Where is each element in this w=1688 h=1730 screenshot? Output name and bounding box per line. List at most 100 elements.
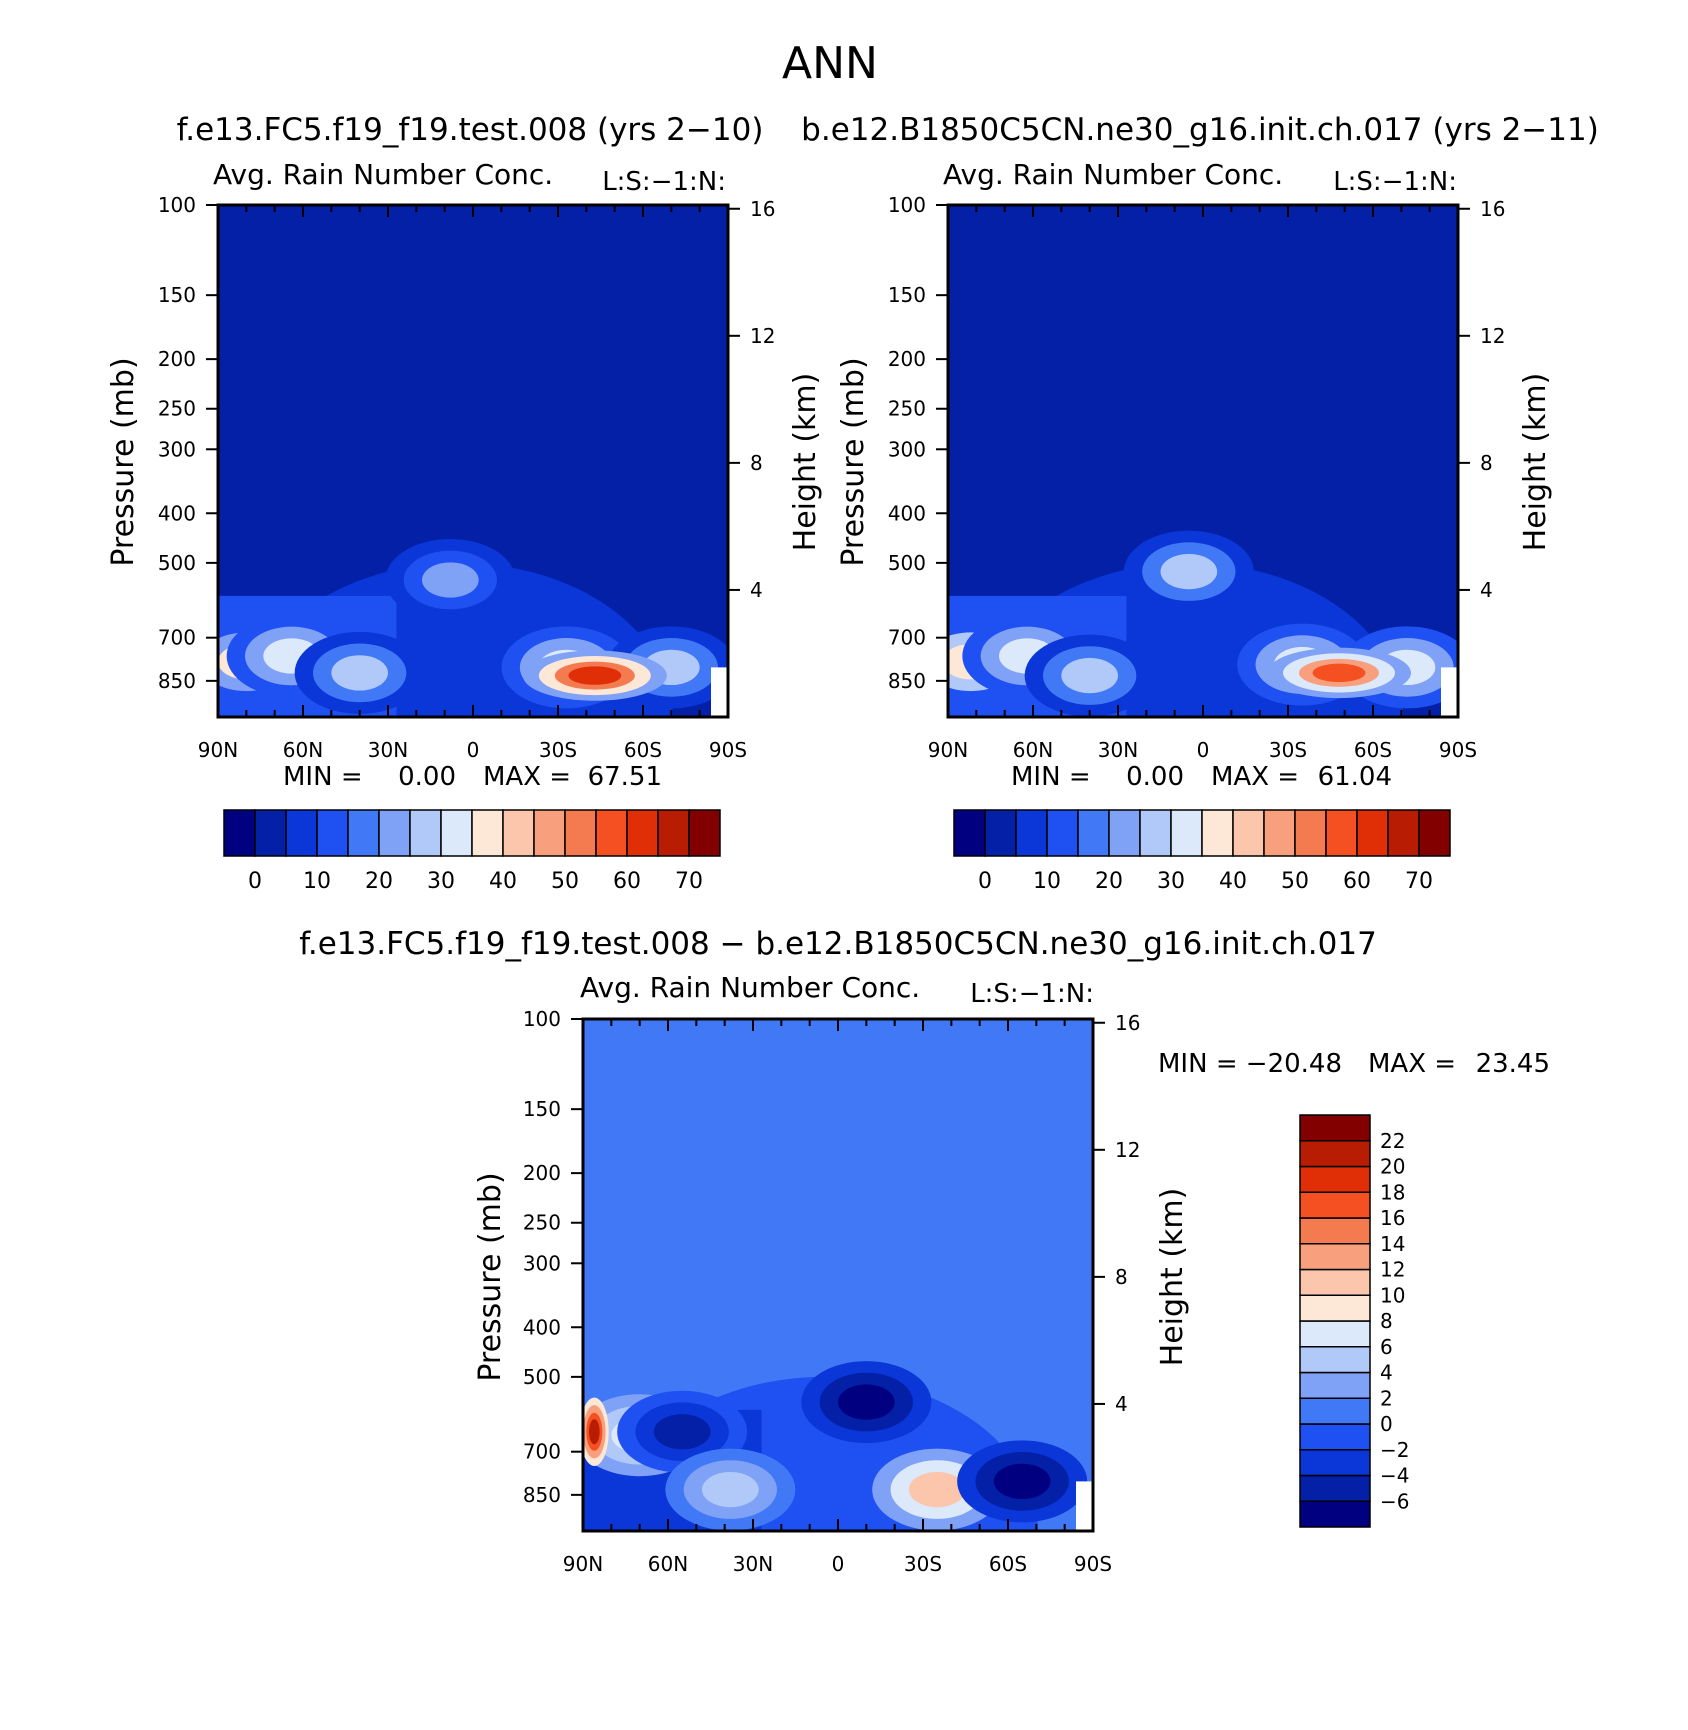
contour-feature [331,655,388,691]
panel-model-case: f.e13.FC5.f19_f19.test.008 (yrs 2−10) Av… [106,112,823,894]
x-tick-label: 60S [1354,738,1392,762]
x-tick-label: 60N [283,738,323,762]
contour-maximum [589,1419,600,1445]
colorbar-cell [378,809,411,857]
colorbar-label: 10 [1380,1283,1405,1307]
figure-title: ANN [782,38,878,89]
y-tick-label: 850 [523,1483,561,1507]
colorbar-cell [1077,809,1110,857]
y-tick-label: 700 [158,626,196,650]
min-label: MIN = [283,762,363,792]
y-axis-label: Pressure (mb) [473,1172,508,1381]
colorbar-label: 70 [675,869,703,894]
colorbar-cell [626,809,659,857]
min-label: MIN = [1158,1049,1238,1079]
contour-feature [1061,657,1118,694]
y-tick-label: 500 [888,551,926,575]
panel-annotation: L:S:−1:N: [602,167,726,197]
panel-case-title: f.e13.FC5.f19_f19.test.008 (yrs 2−10) [177,112,764,148]
colorbar-label: 10 [1033,869,1061,894]
colorbar-label: 0 [978,869,992,894]
colorbar-label: 18 [1380,1180,1405,1204]
colorbar-label: −6 [1380,1489,1409,1513]
colorbar-label: 12 [1380,1258,1405,1282]
colorbar-cell [440,809,473,857]
y-tick-label: 500 [523,1365,561,1389]
colorbar-cell [1299,1114,1371,1142]
x-tick-label: 0 [832,1552,845,1576]
colorbar-cell [1299,1217,1371,1245]
panel-case-title: f.e13.FC5.f19_f19.test.008 − b.e12.B1850… [299,926,1377,962]
colorbar-label: 22 [1380,1129,1405,1153]
colorbar-cell [688,809,721,857]
colorbar-label: 30 [427,869,455,894]
x-tick-label: 30N [1098,738,1138,762]
missing-data [711,667,728,717]
y-tick-label: 250 [523,1211,561,1235]
y-tick-label: 400 [523,1315,561,1339]
y2-tick-label: 4 [1480,578,1493,602]
colorbar-cell [953,809,986,857]
y2-axis-label: Height (km) [1155,1188,1190,1367]
y-tick-label: 150 [158,283,196,307]
min-value: 0.00 [398,762,456,792]
y2-axis-label: Height (km) [1518,373,1553,552]
y2-tick-label: 16 [750,197,775,221]
colorbar-label: 0 [1380,1412,1393,1436]
colorbar-cell [1299,1449,1371,1477]
y2-tick-label: 16 [1115,1011,1140,1035]
colorbar-label: 50 [551,869,579,894]
y-tick-label: 100 [888,193,926,217]
colorbar-cell [1201,809,1234,857]
contour-maximum [1312,663,1366,683]
colorbar-label: 60 [613,869,641,894]
panel-annotation: L:S:−1:N: [1333,167,1457,197]
colorbar-cell [1299,1397,1371,1425]
y2-tick-label: 8 [1480,451,1493,475]
colorbar-cell [564,809,597,857]
colorbar-label: −4 [1380,1464,1409,1488]
contour-feature [838,1384,895,1420]
colorbar-label: 40 [1219,869,1247,894]
max-value: 61.04 [1318,762,1392,792]
colorbar-cell [657,809,690,857]
y-tick-label: 100 [158,193,196,217]
colorbar-cell [254,809,287,857]
contour-maximum [568,666,622,685]
colorbar-label: 40 [489,869,517,894]
panel-variable-title: Avg. Rain Number Conc. [580,971,920,1004]
y-axis-label: Pressure (mb) [106,357,141,566]
contour-feature [653,1414,711,1450]
colorbar-cell [1232,809,1265,857]
colorbar-cell [1299,1423,1371,1451]
colorbar-cell [1294,809,1327,857]
y-tick-label: 500 [158,551,196,575]
colorbar-cell [1046,809,1079,857]
panel-variable-title: Avg. Rain Number Conc. [213,158,553,191]
colorbar-cell [595,809,628,857]
colorbar-cell [1418,809,1451,857]
y-tick-label: 200 [888,347,926,371]
x-tick-label: 30N [733,1552,773,1576]
y-tick-label: 200 [523,1161,561,1185]
max-value: 67.51 [588,762,662,792]
y2-tick-label: 4 [1115,1392,1128,1416]
y2-tick-label: 12 [1115,1138,1140,1162]
colorbar-label: 16 [1380,1206,1405,1230]
x-tick-label: 60S [624,738,662,762]
colorbar-cell [1170,809,1203,857]
contour-field [583,1019,1093,1531]
y-tick-label: 300 [888,437,926,461]
panel-control-case: b.e12.B1850C5CN.ne30_g16.init.ch.017 (yr… [801,112,1599,894]
x-tick-label: 90S [1074,1552,1112,1576]
x-tick-label: 60S [989,1552,1027,1576]
y2-tick-label: 8 [1115,1265,1128,1289]
y2-axis-label: Height (km) [788,373,823,552]
colorbar-cell [316,809,349,857]
colorbar-label: 0 [248,869,262,894]
colorbar-label: 60 [1343,869,1371,894]
colorbar-label: 14 [1380,1232,1405,1256]
x-tick-label: 0 [467,738,480,762]
colorbar-label: 8 [1380,1309,1393,1333]
colorbar-cell [1325,809,1358,857]
